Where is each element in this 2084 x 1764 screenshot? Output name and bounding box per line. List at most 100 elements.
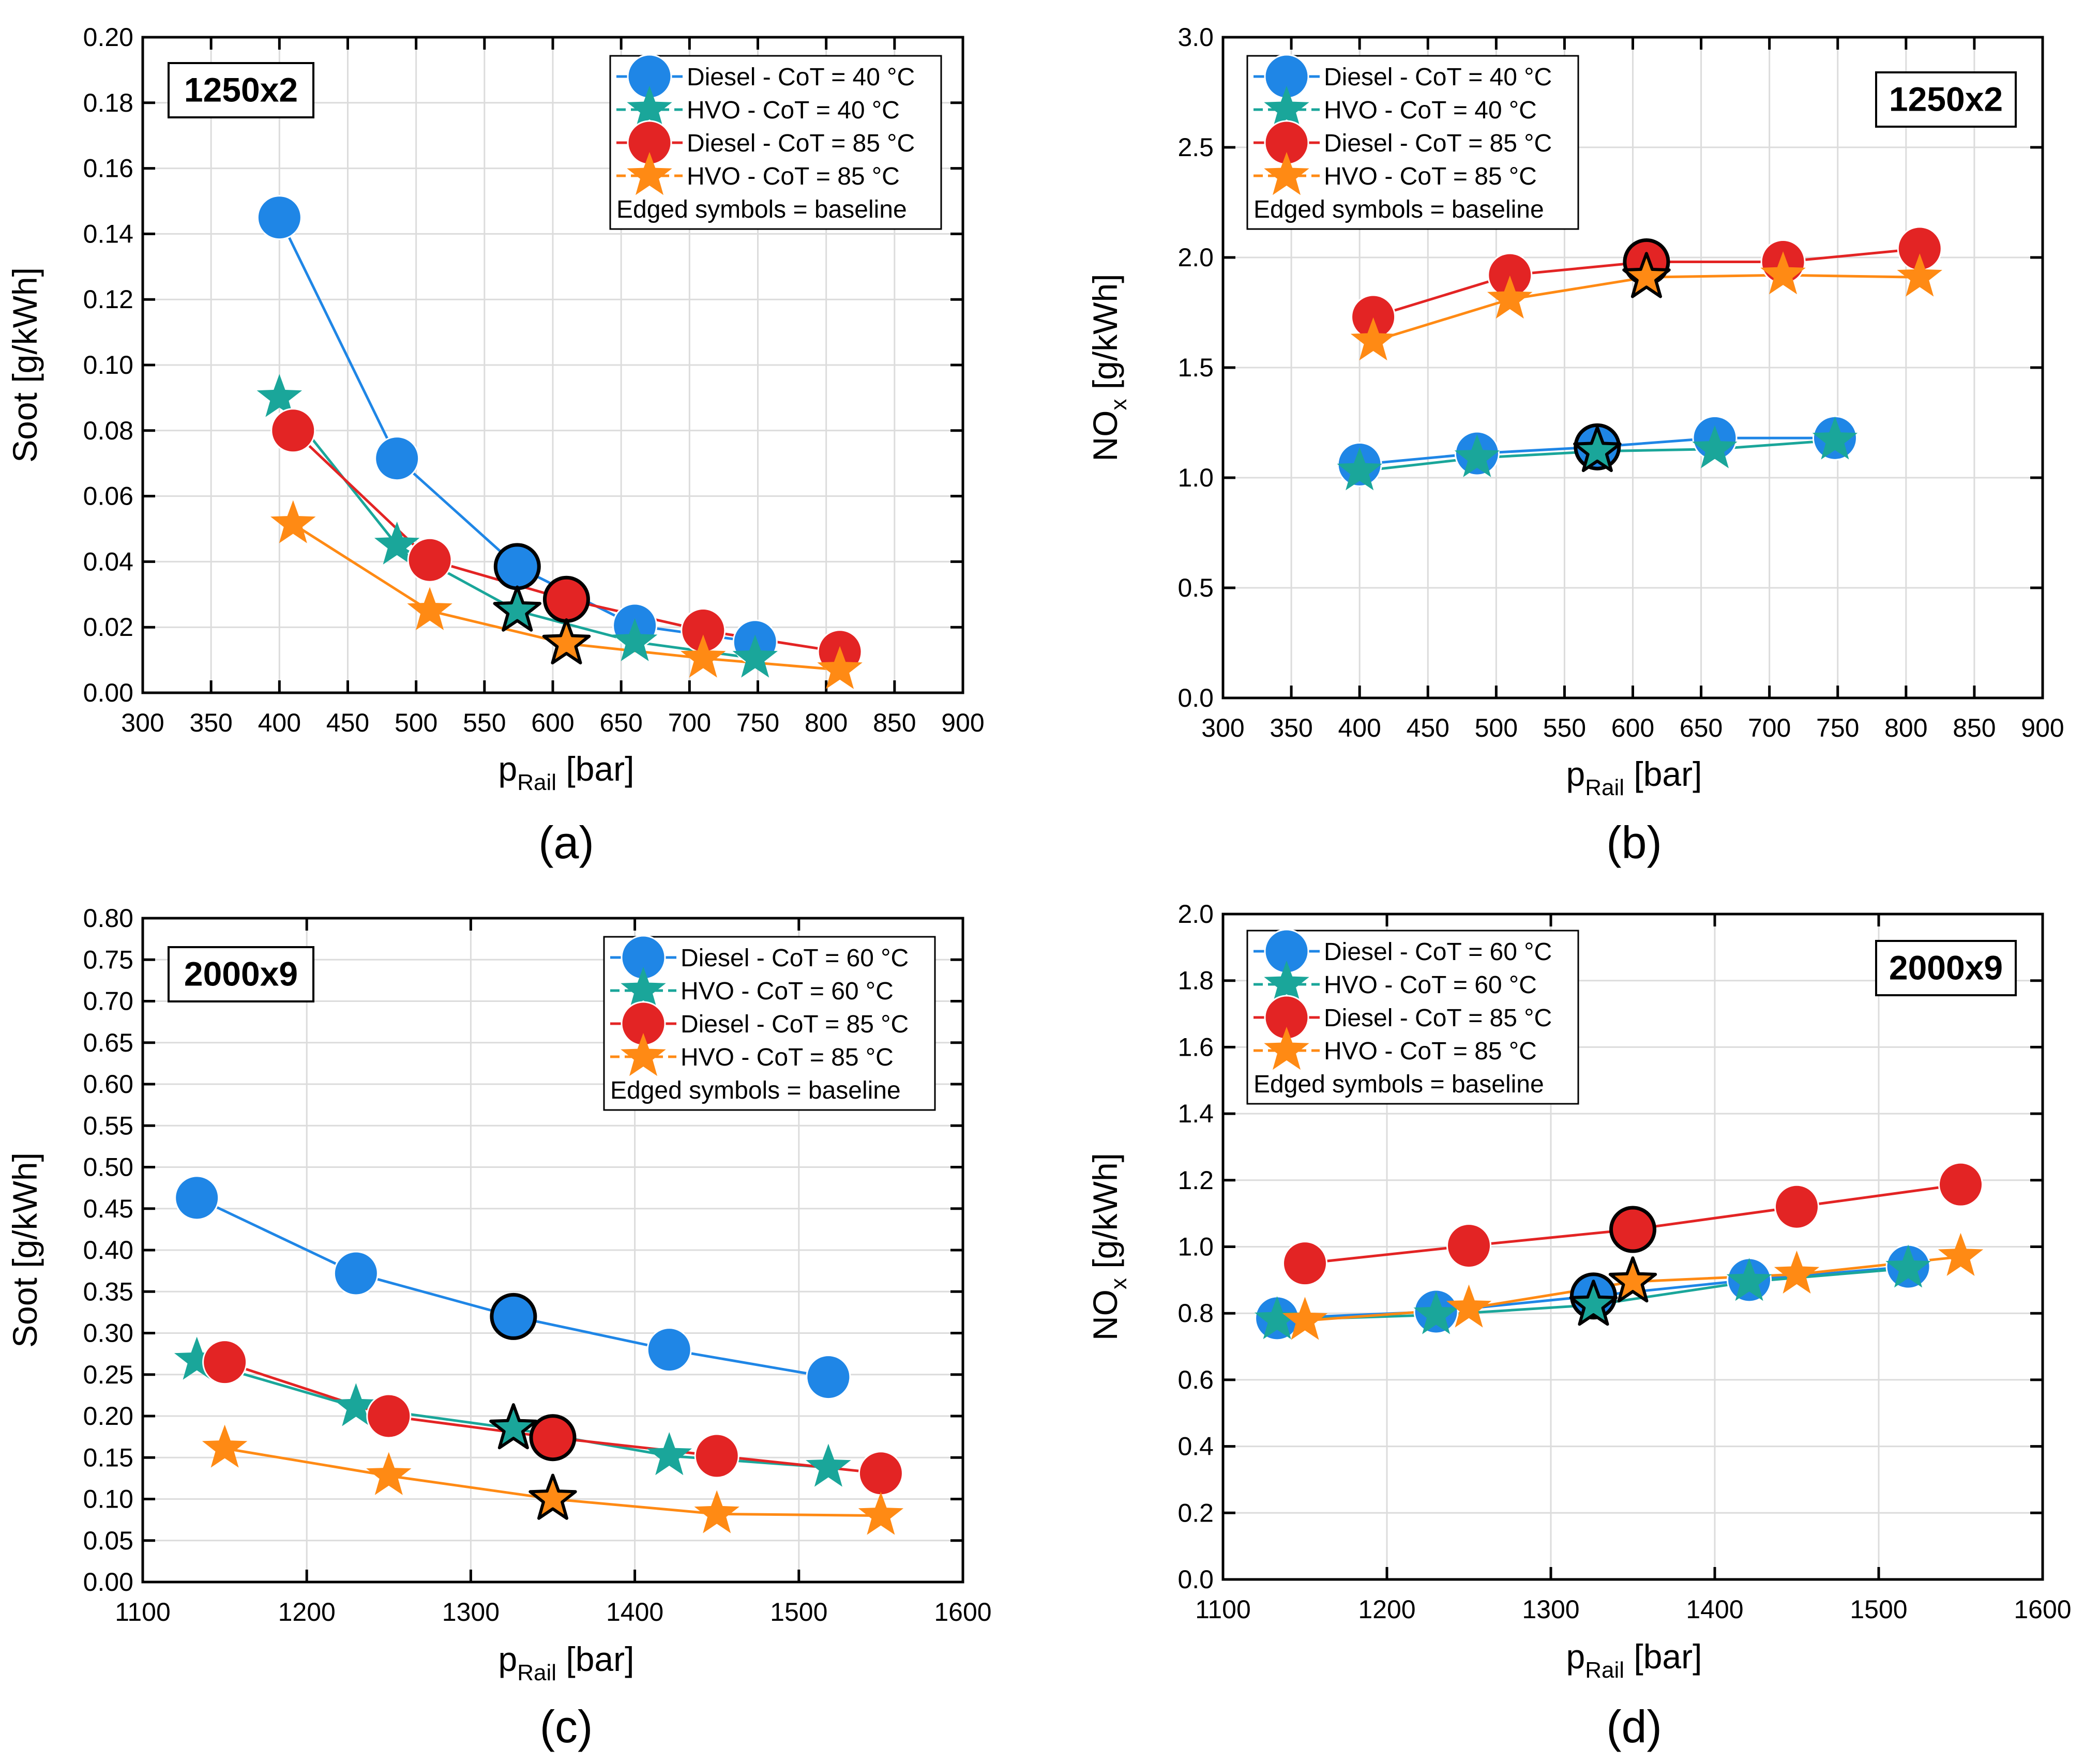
x-tick-label: 300	[121, 708, 164, 737]
data-point	[646, 1432, 692, 1476]
x-tick-label: 900	[941, 708, 984, 737]
x-tick-label: 900	[2021, 713, 2064, 742]
data-point	[1692, 425, 1738, 468]
x-tick-label: 1100	[115, 1598, 171, 1626]
x-tick-label: 500	[1475, 713, 1518, 742]
series-markers-1	[256, 374, 778, 678]
legend: Diesel - CoT = 40 °C HVO - CoT = 40 °C Die…	[609, 54, 942, 230]
legend: Diesel - CoT = 40 °C HVO - CoT = 40 °C Die…	[1246, 54, 1579, 230]
x-tick-label: 400	[1338, 713, 1381, 742]
legend-entry-1: HVO - CoT = 40 °C	[687, 97, 900, 124]
x-axis-label: pRail [bar]	[499, 750, 635, 795]
operating-point-box	[168, 62, 314, 118]
y-tick-label: 0.00	[83, 678, 133, 707]
data-point	[858, 1492, 904, 1535]
x-axis-label-main: p	[499, 750, 518, 788]
y-axis-label: Soot [g/kWh]	[6, 267, 44, 463]
data-point-baseline	[529, 1414, 577, 1462]
y-axis-label-unit: [g/kWh]	[1086, 273, 1124, 399]
operating-point-label: 1250x2	[1875, 71, 2017, 128]
x-tick-label: 450	[326, 708, 369, 737]
legend-entry-2: Diesel - CoT = 85 °C	[1324, 1005, 1552, 1032]
y-tick-label: 0.20	[83, 1402, 133, 1431]
y-tick-label: 0.00	[83, 1568, 133, 1596]
series-lines	[196, 1196, 881, 1517]
series-markers-1	[174, 1336, 851, 1487]
data-point	[1774, 1184, 1819, 1229]
data-point	[612, 618, 658, 661]
y-tick-label: 2.5	[1177, 133, 1214, 162]
series-markers-2	[202, 1340, 903, 1496]
data-point	[256, 195, 302, 240]
y-tick-label: 0.8	[1177, 1299, 1214, 1328]
data-point	[333, 1383, 379, 1426]
data-point	[732, 634, 778, 678]
y-tick-label: 1.0	[1177, 463, 1214, 492]
series-markers-3	[1350, 251, 1942, 361]
data-point	[858, 1451, 903, 1496]
legend-entry-2: Diesel - CoT = 85 °C	[687, 130, 915, 157]
data-point	[1282, 1241, 1327, 1286]
y-axis-label-sub: x	[1106, 1278, 1131, 1289]
y-tick-label: 2.0	[1177, 900, 1214, 929]
y-axis-label: NOx [g/kWh]	[1086, 1153, 1131, 1341]
y-axis-label-main: NO	[1086, 1289, 1124, 1341]
legend-entry-1: HVO - CoT = 60 °C	[1324, 971, 1537, 999]
series-markers-3	[270, 500, 863, 689]
y-tick-label: 0.80	[83, 904, 133, 933]
y-tick-label: 0.35	[83, 1277, 133, 1306]
data-point	[1760, 251, 1806, 295]
data-point	[270, 500, 316, 543]
y-tick-label: 0.55	[83, 1111, 133, 1140]
y-tick-label: 0.10	[83, 351, 133, 379]
x-tick-label: 800	[805, 708, 848, 737]
legend-entry-3: HVO - CoT = 85 °C	[681, 1044, 894, 1071]
y-axis-label-unit: [g/kWh]	[1086, 1153, 1124, 1278]
operating-point-text: 2000x9	[1889, 949, 2003, 987]
data-point-baseline	[490, 1292, 537, 1340]
series-markers-1	[1337, 416, 1858, 491]
legend-note: Edged symbols = baseline	[1254, 196, 1544, 223]
y-tick-label: 0.05	[83, 1526, 133, 1555]
x-axis-label-unit: [bar]	[1624, 755, 1702, 793]
operating-point-label: 1250x2	[168, 62, 314, 118]
legend-note: Edged symbols = baseline	[616, 196, 907, 223]
data-point	[256, 374, 303, 417]
x-tick-label: 450	[1407, 713, 1449, 742]
operating-point-box	[168, 946, 314, 1002]
operating-point-label: 2000x9	[1875, 940, 2017, 996]
x-tick-label: 800	[1884, 713, 1927, 742]
y-tick-label: 1.4	[1177, 1099, 1214, 1128]
data-point	[374, 436, 420, 481]
operating-point-text: 2000x9	[184, 955, 298, 993]
data-point	[806, 1443, 851, 1487]
y-tick-label: 0.15	[83, 1443, 133, 1472]
data-point-baseline	[1608, 1256, 1657, 1303]
x-axis-label-main: p	[1566, 755, 1585, 793]
y-tick-label: 0.50	[83, 1153, 133, 1182]
data-point	[1885, 1244, 1931, 1288]
data-point	[1812, 416, 1858, 460]
x-tick-label: 700	[1748, 713, 1791, 742]
data-point-baseline	[542, 618, 591, 665]
legend-marker-3	[1264, 152, 1309, 195]
data-point-baseline	[1573, 425, 1622, 473]
x-tick-label: 1500	[1850, 1595, 1907, 1624]
x-axis-label-main: p	[1566, 1637, 1585, 1676]
data-point-baseline	[493, 585, 541, 632]
y-axis-label: Soot [g/kWh]	[6, 1152, 44, 1348]
x-tick-label: 1300	[1522, 1595, 1579, 1624]
y-tick-label: 0.02	[83, 613, 133, 642]
x-tick-label: 600	[531, 708, 574, 737]
y-axis-label-sub: x	[1106, 399, 1131, 410]
x-tick-label: 700	[668, 708, 711, 737]
x-tick-label: 550	[463, 708, 506, 737]
data-point	[1446, 1223, 1491, 1269]
panel-label: (a)	[538, 817, 594, 868]
panel-label: (d)	[1606, 1701, 1662, 1752]
y-tick-label: 1.6	[1177, 1032, 1214, 1061]
y-tick-label: 0.25	[83, 1360, 133, 1389]
data-point-baseline	[493, 543, 541, 590]
y-tick-label: 1.5	[1177, 353, 1214, 382]
legend-entry-0: Diesel - CoT = 40 °C	[687, 64, 915, 91]
